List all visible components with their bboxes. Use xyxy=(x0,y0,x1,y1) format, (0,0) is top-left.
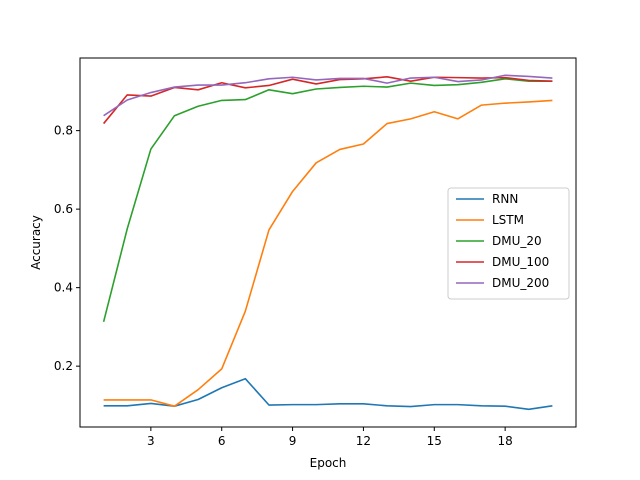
legend: RNN LSTM DMU_20 DMU_100 DMU_200 xyxy=(447,187,570,300)
plot-frame xyxy=(79,57,577,428)
y-tick-label: 0.6 xyxy=(54,202,73,216)
series-line-dmu-20 xyxy=(102,78,553,322)
legend-label: RNN xyxy=(492,192,518,206)
y-axis-label: Accuracy xyxy=(29,215,43,270)
legend-label: DMU_20 xyxy=(492,234,542,248)
x-tick-label: 12 xyxy=(356,434,371,448)
series-line-dmu-100 xyxy=(103,76,553,125)
y-tick-label: 0.2 xyxy=(54,359,73,373)
y-tick-label: 0.4 xyxy=(54,281,73,295)
plot-lines xyxy=(102,74,553,411)
legend-label: LSTM xyxy=(492,213,524,227)
y-tick-label: 0.8 xyxy=(54,124,73,138)
x-tick-label: 6 xyxy=(218,434,226,448)
y-axis-ticks: 0.2 0.4 0.6 0.8 xyxy=(54,124,80,373)
series-line-rnn xyxy=(103,377,553,411)
series-line-lstm xyxy=(103,99,553,407)
x-tick-label: 9 xyxy=(289,434,297,448)
x-tick-label: 15 xyxy=(427,434,442,448)
x-tick-label: 3 xyxy=(147,434,155,448)
x-tick-label: 18 xyxy=(498,434,513,448)
legend-label: DMU_200 xyxy=(492,276,549,290)
x-axis-label: Epoch xyxy=(310,456,347,470)
legend-box xyxy=(447,187,570,300)
legend-label: DMU_100 xyxy=(492,255,549,269)
series-line-dmu-200 xyxy=(103,74,553,117)
x-axis-ticks: 3 6 9 12 15 18 xyxy=(147,427,513,448)
